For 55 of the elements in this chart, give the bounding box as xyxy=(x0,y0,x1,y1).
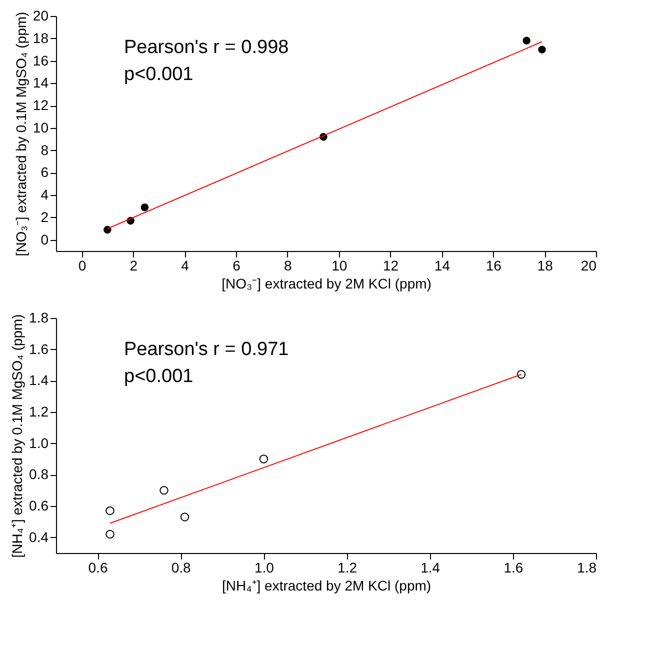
y-tick-label: 1.8 xyxy=(29,310,49,326)
y-tick-label: 0 xyxy=(40,231,49,248)
y-tick-label: 1.0 xyxy=(29,434,49,451)
y-tick-label: 10 xyxy=(32,119,49,136)
x-tick-label: 1.0 xyxy=(254,560,274,576)
point xyxy=(516,370,526,379)
x-tick-label: 0.8 xyxy=(171,560,192,576)
point xyxy=(522,36,530,44)
y-axis-title: [NH₄⁺] extracted by 0.1M MgSO₄ (ppm) xyxy=(9,314,26,558)
annotation: p<0.001 xyxy=(124,64,194,85)
x-tick-label: 16 xyxy=(486,258,502,274)
x-tick-label: 0.6 xyxy=(88,560,108,576)
point xyxy=(104,226,112,234)
y-tick-label: 18 xyxy=(32,30,49,46)
x-tick-label: 1.2 xyxy=(338,560,358,576)
point xyxy=(160,486,168,495)
point xyxy=(140,203,149,212)
y-tick-label: 1.4 xyxy=(29,372,49,388)
x-tick-label: 1.4 xyxy=(420,560,440,576)
x-tick-label: 6 xyxy=(232,258,241,274)
y-tick-label: 0.8 xyxy=(29,466,49,482)
x-tick-label: 4 xyxy=(181,258,190,274)
point xyxy=(106,506,114,516)
x-tick-label: 10 xyxy=(332,258,348,274)
y-tick-label: 1.2 xyxy=(29,404,49,420)
y-tick-label: 14 xyxy=(32,74,49,91)
x-tick-label: 20 xyxy=(580,258,597,274)
point xyxy=(180,512,190,522)
x-tick-label: 1.6 xyxy=(504,560,524,576)
y-tick-label: 6 xyxy=(40,164,49,180)
y-tick-label: 1.6 xyxy=(29,340,49,357)
point xyxy=(259,454,268,464)
x-tick-label: 12 xyxy=(382,258,399,274)
x-tick-label: 8 xyxy=(284,258,292,274)
point xyxy=(106,530,114,539)
y-tick-label: 0.4 xyxy=(29,528,49,545)
y-tick-label: 8 xyxy=(40,142,49,158)
x-tick-label: 0 xyxy=(78,258,86,274)
annotation: p<0.001 xyxy=(124,366,194,387)
point xyxy=(538,46,546,54)
y-tick-label: 20 xyxy=(32,8,49,24)
x-tick-label: 1.8 xyxy=(577,560,597,576)
x-tick-label: 18 xyxy=(537,258,554,274)
annotation: Pearson's r = 0.971 xyxy=(124,339,289,360)
x-axis-title: [NO₃⁻] extracted by 2M KCl (ppm) xyxy=(222,276,432,292)
y-tick-label: 4 xyxy=(40,186,49,203)
y-tick-label: 0.6 xyxy=(29,498,49,514)
annotation: Pearson's r = 0.998 xyxy=(124,37,289,58)
y-tick-label: 2 xyxy=(40,208,49,225)
y-tick-label: 16 xyxy=(32,52,49,68)
y-axis-title: [NO₃⁻] extracted by 0.1M MgSO₄ (ppm) xyxy=(12,12,29,256)
x-tick-label: 14 xyxy=(434,258,450,274)
x-axis-title: [NH₄⁺] extracted by 2M KCl (ppm) xyxy=(222,578,432,594)
y-tick-label: 12 xyxy=(32,97,49,114)
x-tick-label: 2 xyxy=(130,258,138,274)
